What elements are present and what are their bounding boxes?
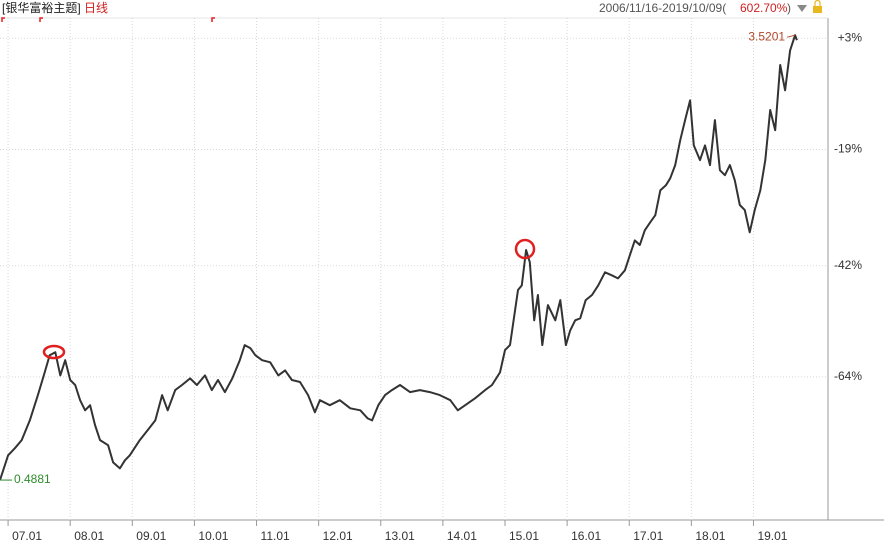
x-tick-label: 09.01 xyxy=(136,529,166,543)
chart-subtitle: 日线 xyxy=(84,1,108,15)
highlight-circle xyxy=(514,238,536,260)
y-tick-label: -42% xyxy=(834,258,862,272)
x-tick-label: 14.01 xyxy=(447,529,477,543)
plot-layer: +3% -19% -42% -64% 07.01 08.01 09.01 10.01 11.01… xyxy=(0,18,862,543)
lock-icon[interactable] xyxy=(813,6,822,13)
header-change: 602.70% xyxy=(740,1,788,15)
top-markers xyxy=(1,17,215,22)
x-tick-label: 11.01 xyxy=(261,529,290,543)
marker xyxy=(1,17,5,22)
x-tick-label: 07.01 xyxy=(12,529,42,543)
dropdown-arrow[interactable] xyxy=(797,5,807,12)
annotation-pointer xyxy=(786,34,796,38)
y-tick-label: -19% xyxy=(834,142,862,156)
marker xyxy=(211,17,215,22)
price-line xyxy=(0,34,798,481)
y-tick-label: +3% xyxy=(838,30,863,44)
x-tick-label: 12.01 xyxy=(323,529,353,543)
x-tick-label: 19.01 xyxy=(757,529,787,543)
lock-shackle xyxy=(814,0,821,6)
marker xyxy=(39,17,43,22)
x-tick-label: 17.01 xyxy=(633,529,663,543)
header-period: 2006/11/16-2019/10/09( xyxy=(599,1,726,15)
highlight-circle xyxy=(42,344,66,360)
x-tick-label: 15.01 xyxy=(509,529,539,543)
annotation: 3.5201 xyxy=(748,29,785,43)
x-tick-label: 08.01 xyxy=(74,529,104,543)
x-tick-label: 10.01 xyxy=(198,529,228,543)
header-close: ) xyxy=(787,1,791,15)
x-tick-label: 18.01 xyxy=(695,529,725,543)
y-tick-label: -64% xyxy=(834,369,862,383)
annotation: 0.4881 xyxy=(14,472,51,486)
x-tick-label: 16.01 xyxy=(571,529,601,543)
x-tick-label: 13.01 xyxy=(385,529,415,543)
chart-title: [银华富裕主题] xyxy=(2,0,81,15)
